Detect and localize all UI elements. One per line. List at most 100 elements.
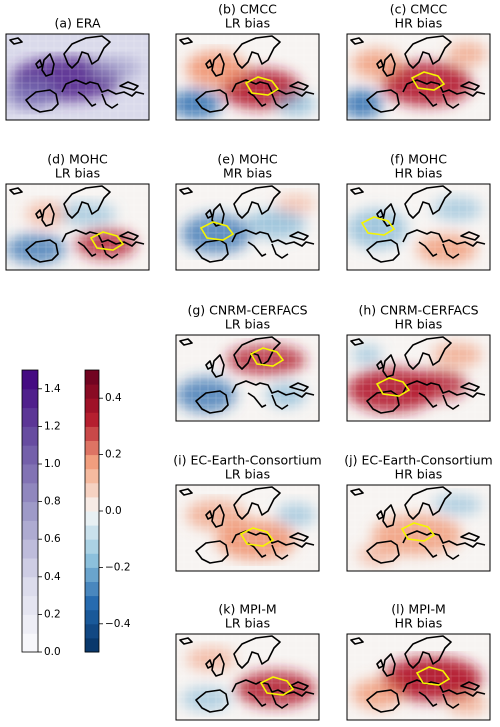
map-panel <box>346 633 491 721</box>
panel-title: HR bias <box>395 616 443 631</box>
coastline <box>179 635 315 713</box>
colorbar-frame <box>21 369 39 653</box>
map-field <box>6 34 149 120</box>
map-field <box>347 485 490 571</box>
colorbar-band <box>22 464 38 484</box>
significance-contour <box>199 221 235 241</box>
panel-title: (f) MOHC <box>390 152 447 167</box>
colorbar-band <box>85 637 99 653</box>
map-field <box>347 634 490 720</box>
significance-contour <box>239 527 275 547</box>
significance-contour <box>400 522 436 542</box>
colorbar-band <box>22 614 38 634</box>
map-grid <box>176 34 319 120</box>
panel-title: (c) CMCC <box>390 2 448 17</box>
colorbar-band <box>85 623 99 639</box>
panel-title: HR bias <box>395 166 443 181</box>
map-field <box>347 335 490 421</box>
panel-title: LR bias <box>225 467 270 482</box>
colorbar-tick-label: 0.0 <box>105 505 122 517</box>
panel-title: LR bias <box>55 166 100 181</box>
colorbar-tick-label: 0.2 <box>44 608 61 620</box>
map-grid <box>176 184 319 270</box>
panel-title: (e) MOHC <box>217 152 277 167</box>
map-frame <box>175 334 320 422</box>
panel-title: (j) EC-Earth-Consortium <box>344 453 492 468</box>
map-field <box>176 34 319 120</box>
map-frame <box>5 33 150 121</box>
panel-title: MR bias <box>223 166 272 181</box>
map-grid <box>347 34 490 120</box>
colorbar-band <box>85 370 99 385</box>
map-panel <box>346 484 491 572</box>
colorbar-band <box>85 609 99 625</box>
panel-title: (l) MPI-M <box>391 602 446 617</box>
colorbar-band <box>22 445 38 465</box>
panel-title: (g) CNRM-CERFACS <box>187 303 307 318</box>
colorbar-band <box>85 595 99 611</box>
map-frame <box>5 183 150 271</box>
map-field <box>347 34 490 120</box>
significance-contour <box>375 377 411 397</box>
colorbar-tick-label: 0.6 <box>44 533 61 545</box>
colorbar-band <box>85 384 99 399</box>
colorbar-band <box>22 539 38 559</box>
map-panel <box>5 33 150 121</box>
significance-contour <box>89 231 125 251</box>
coastline <box>350 336 486 414</box>
map-grid <box>347 335 490 421</box>
map-frame <box>175 183 320 271</box>
map-panel <box>175 33 320 121</box>
colorbar-band <box>22 633 38 653</box>
map-field <box>176 335 319 421</box>
coastline <box>179 486 315 564</box>
map-grid <box>176 634 319 720</box>
map-grid <box>176 335 319 421</box>
colorbar: −0.4 −0.2 0.0 0.2 0.4 <box>84 369 131 653</box>
panel-title: HR bias <box>395 467 443 482</box>
colorbar-tick-label: 0.0 <box>44 646 61 658</box>
panel-title: (a) ERA <box>54 16 100 31</box>
significance-contour <box>259 676 295 696</box>
colorbar-band <box>85 454 99 470</box>
map-panel <box>346 334 491 422</box>
colorbar: 0.0 0.2 0.4 0.6 0.8 1.0 1.2 1.4 <box>21 369 61 658</box>
colorbar-tick-label: −0.2 <box>105 561 131 573</box>
colorbar-band <box>22 370 38 390</box>
panel-title: (i) EC-Earth-Consortium <box>173 453 321 468</box>
coastline <box>350 635 486 713</box>
colorbar-band <box>22 482 38 503</box>
colorbar-band <box>85 426 99 441</box>
colorbar-band <box>22 558 38 578</box>
colorbar-band <box>85 398 99 413</box>
map-frame <box>346 484 491 572</box>
map-panel <box>175 334 320 422</box>
colorbar-band <box>85 553 99 568</box>
colorbar-band <box>85 525 99 540</box>
significance-contour <box>410 71 446 91</box>
panel-title: (b) CMCC <box>218 2 277 17</box>
significance-contour <box>415 666 451 686</box>
map-grid <box>6 184 149 270</box>
map-field <box>176 485 319 571</box>
map-panel <box>175 484 320 572</box>
panel-title: LR bias <box>225 16 270 31</box>
colorbar-band <box>85 496 99 512</box>
colorbar-tick-label: 0.4 <box>44 571 61 583</box>
colorbar-tick-label: 0.4 <box>105 392 122 404</box>
map-grid <box>6 34 149 120</box>
colorbar-band <box>22 576 38 597</box>
map-panel <box>175 633 320 721</box>
coastline <box>9 185 145 263</box>
colorbar-band <box>85 511 99 526</box>
colorbar-tick-label: 0.2 <box>105 449 122 461</box>
colorbar-tick-label: 1.0 <box>44 458 61 470</box>
colorbar-band <box>85 412 99 427</box>
coastline <box>350 35 486 113</box>
map-frame <box>346 633 491 721</box>
colorbar-band <box>22 426 38 446</box>
colorbar-band <box>85 539 99 554</box>
colorbar-band <box>22 501 38 521</box>
panel-title: LR bias <box>225 616 270 631</box>
